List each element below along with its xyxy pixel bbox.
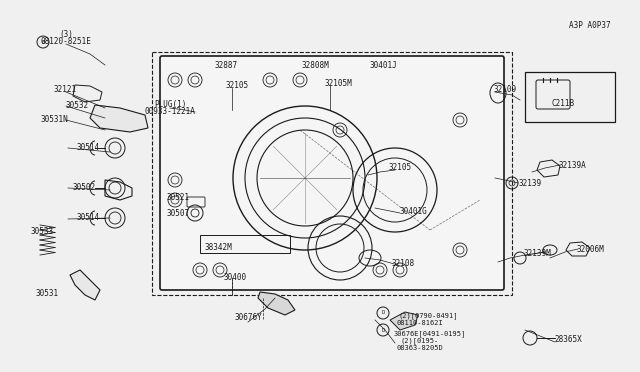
Text: 32006M: 32006M [576, 244, 604, 253]
Text: 32139: 32139 [518, 179, 541, 187]
Text: 30401J: 30401J [369, 61, 397, 70]
Polygon shape [70, 270, 100, 300]
Text: 00933-1221A: 00933-1221A [145, 106, 195, 115]
Text: D: D [381, 311, 385, 315]
Text: 32105: 32105 [388, 164, 412, 173]
Text: 30533: 30533 [31, 227, 54, 235]
Polygon shape [390, 312, 418, 330]
Text: 32808M: 32808M [301, 61, 329, 70]
Text: 30400: 30400 [223, 273, 246, 282]
Text: 08120-8251E: 08120-8251E [40, 38, 92, 46]
Text: (2)[0195-: (2)[0195- [401, 338, 439, 344]
Text: 30502: 30502 [72, 183, 95, 192]
Text: 32105M: 32105M [324, 78, 352, 87]
Bar [525, 72, 615, 122]
Text: A3P A0P37: A3P A0P37 [569, 20, 611, 29]
Text: 32108: 32108 [392, 260, 415, 269]
Text: 30676E[0491-0195]: 30676E[0491-0195] [394, 331, 466, 337]
Text: 32109: 32109 [493, 86, 516, 94]
Polygon shape [90, 105, 148, 132]
Text: 30532: 30532 [65, 102, 88, 110]
Text: 32105: 32105 [225, 81, 248, 90]
Text: 30531N: 30531N [40, 115, 68, 125]
Text: 32139M: 32139M [523, 250, 551, 259]
Text: 30514: 30514 [76, 144, 100, 153]
Text: 30521: 30521 [166, 193, 189, 202]
Text: 30676Y: 30676Y [234, 314, 262, 323]
Text: 28365X: 28365X [554, 336, 582, 344]
Polygon shape [258, 292, 295, 315]
Text: (2)[0790-0491]: (2)[0790-0491] [398, 312, 458, 320]
Bar [200, 235, 290, 253]
Bar [152, 52, 512, 295]
Text: 30507: 30507 [166, 208, 189, 218]
Text: 38342M: 38342M [204, 244, 232, 253]
Text: 08110-8162I: 08110-8162I [397, 320, 444, 326]
Text: 30514: 30514 [76, 214, 100, 222]
Text: 32139A: 32139A [558, 160, 586, 170]
Text: (3): (3) [59, 31, 73, 39]
Text: D: D [381, 327, 385, 333]
Text: B: B [42, 39, 45, 45]
Text: 32887: 32887 [214, 61, 237, 70]
FancyBboxPatch shape [160, 56, 504, 290]
Text: 30401G: 30401G [399, 208, 427, 217]
Text: PLUG(1): PLUG(1) [154, 99, 186, 109]
Text: C211B: C211B [552, 99, 575, 109]
Text: 32121: 32121 [53, 86, 77, 94]
Text: 08363-8205D: 08363-8205D [397, 345, 444, 351]
Text: 30531: 30531 [35, 289, 59, 298]
